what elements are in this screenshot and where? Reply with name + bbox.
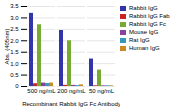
svg-text:0.5: 0.5 [10,72,19,78]
svg-text:50 ng/mL: 50 ng/mL [89,88,115,94]
svg-text:2.5: 2.5 [10,26,19,32]
svg-text:200 ng/mL: 200 ng/mL [57,88,86,94]
svg-text:2.0: 2.0 [10,38,19,44]
svg-text:1.0: 1.0 [10,61,19,67]
svg-text:500 ng/mL: 500 ng/mL [27,88,56,94]
svg-text:Recombinant Rabbit IgG Fc Anti: Recombinant Rabbit IgG Fc Antibody [22,101,120,107]
html-text:Rat IgG: Rat IgG [129,37,150,43]
html-text:Rabbit IgG Fab: Rabbit IgG Fab [129,13,170,19]
html-text:Rabbit IgG: Rabbit IgG [129,5,158,11]
html-text:Mouse IgG: Mouse IgG [129,29,159,35]
svg-text:3.5: 3.5 [10,3,19,9]
svg-text:1.5: 1.5 [10,49,19,55]
svg-text:3.0: 3.0 [10,15,19,21]
svg-text:Abs. (405nm): Abs. (405nm) [4,28,10,64]
svg-text:0: 0 [15,83,19,89]
html-text:Rabbit IgG Fc: Rabbit IgG Fc [129,21,166,27]
html-text:Human IgG: Human IgG [129,45,160,51]
